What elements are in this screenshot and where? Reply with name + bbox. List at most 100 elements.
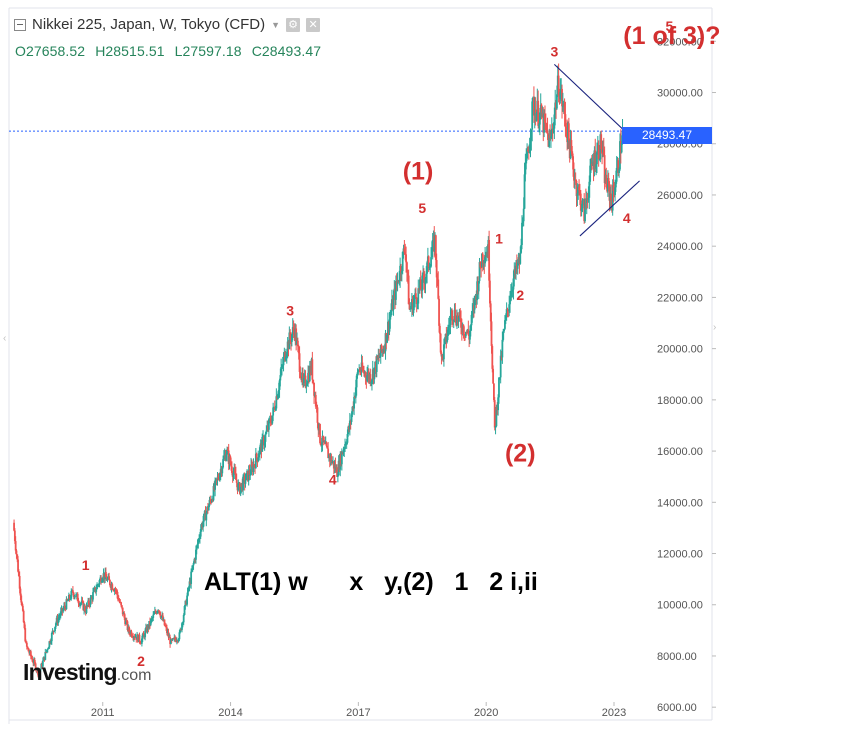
candle (267, 417, 270, 437)
candle (44, 648, 47, 661)
candle (299, 366, 302, 379)
candle (452, 319, 455, 329)
ohlc-close: C28493.47 (251, 43, 322, 59)
alt-count-note: ALT(1) w x y,(2) 1 2 i,ii (204, 568, 538, 596)
candle (443, 337, 446, 349)
candle (258, 445, 261, 461)
candle (208, 496, 211, 508)
candle (285, 351, 288, 364)
candle (24, 624, 27, 643)
candle (401, 251, 404, 275)
candle (498, 377, 501, 381)
candle (535, 111, 538, 122)
wave-label-major: (2) (505, 439, 536, 467)
candle (139, 640, 142, 645)
wave-label-minor: 2 (516, 287, 524, 303)
candle (34, 662, 37, 672)
x-tick-label: 2014 (218, 707, 242, 719)
candle (499, 349, 502, 384)
candle (105, 567, 107, 578)
candle (219, 472, 221, 482)
candle (182, 613, 185, 626)
candle (88, 598, 90, 608)
candle (77, 597, 80, 608)
candle (427, 255, 430, 273)
dropdown-caret-icon[interactable]: ▼ (271, 19, 281, 30)
candle (37, 667, 39, 678)
candle (417, 279, 420, 310)
candle (111, 582, 114, 590)
trendline[interactable] (579, 180, 640, 237)
y-tick-label: 18000.00 (657, 395, 703, 407)
scroll-left-arrow-icon[interactable]: ‹ (3, 333, 6, 344)
candle (21, 601, 23, 607)
candle (440, 350, 443, 365)
candle (363, 365, 365, 377)
collapse-icon[interactable] (14, 18, 26, 31)
candle (521, 215, 523, 250)
close-icon[interactable]: ✕ (306, 17, 321, 32)
candle (491, 344, 494, 373)
candle (226, 446, 228, 462)
candle (100, 575, 103, 585)
candle (234, 464, 236, 475)
candle (617, 157, 620, 177)
candle (531, 98, 534, 142)
wave-label-minor: 5 (418, 200, 426, 216)
candle (304, 370, 307, 389)
candle (503, 328, 505, 334)
candle (76, 592, 79, 602)
candle (322, 435, 325, 446)
candle (561, 84, 563, 119)
candle (409, 302, 412, 312)
candle (435, 253, 438, 288)
candle (612, 175, 615, 203)
settings-icon[interactable]: ⚙ (286, 17, 301, 32)
candle (197, 538, 200, 549)
y-tick-label: 8000.00 (657, 651, 697, 663)
candle (54, 626, 56, 634)
candle (344, 438, 346, 453)
y-tick-label: 20000.00 (657, 344, 703, 356)
candle (561, 92, 564, 112)
candle (336, 464, 338, 477)
candle (214, 477, 217, 497)
candle (589, 158, 592, 185)
symbol-title[interactable]: Nikkei 225, Japan, W, Tokyo (CFD) (32, 16, 266, 33)
candle (278, 378, 281, 398)
candle (72, 591, 75, 600)
wave-label-minor: 2 (137, 653, 145, 669)
y-tick-label: 12000.00 (657, 549, 703, 561)
candle (550, 117, 553, 140)
candle (544, 105, 546, 130)
candle (295, 324, 298, 351)
candle (371, 378, 373, 391)
candle (395, 275, 397, 306)
candle (421, 272, 424, 299)
y-axis: 6000.00 8000.00 10000.00 12000.00 14000.00 16… (657, 36, 716, 714)
candle (181, 622, 183, 633)
candle (163, 619, 166, 626)
candle (305, 379, 308, 394)
wave-label-minor: 5 (665, 18, 673, 34)
candle (239, 486, 242, 497)
candle (585, 191, 588, 215)
investing-logo[interactable]: Investing.com (23, 659, 151, 686)
x-tick-label: 2020 (474, 707, 498, 719)
candle (430, 247, 432, 268)
candle (195, 545, 198, 555)
scroll-right-arrow-icon[interactable]: › (713, 322, 716, 333)
candle (406, 261, 408, 282)
y-tick-label: 30000.00 (657, 88, 703, 100)
candle (98, 579, 101, 588)
ohlc-high: H28515.51 (95, 43, 165, 59)
candle (469, 324, 472, 337)
trendline[interactable] (553, 63, 626, 132)
candle (271, 415, 274, 425)
wave-label-minor: 1 (495, 231, 503, 247)
candle (451, 308, 454, 328)
wave-label-minor: 1 (82, 557, 90, 573)
candle (412, 294, 415, 317)
candle (242, 474, 244, 496)
